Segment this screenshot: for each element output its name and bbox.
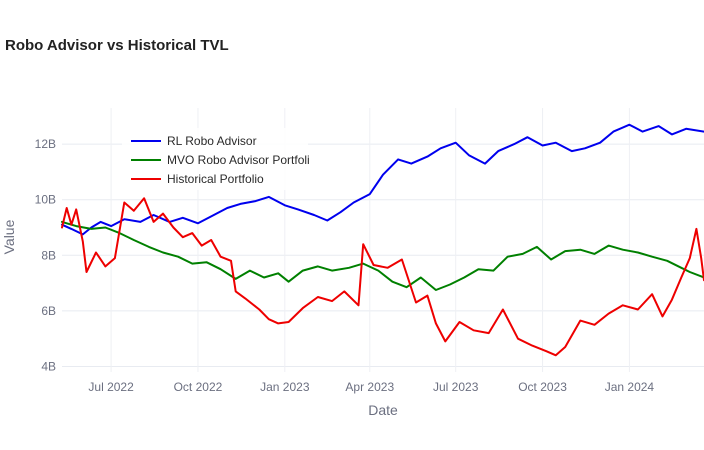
legend: RL Robo Advisor MVO Robo Advisor Portfoli… (122, 128, 310, 190)
gridlines (62, 108, 704, 372)
legend-label: MVO Robo Advisor Portfoli (167, 153, 310, 167)
x-tick-label: Jul 2022 (88, 380, 134, 394)
series-lines (61, 123, 704, 357)
y-tick-label: 10B (35, 193, 56, 207)
axes: 4B 6B 8B 10B 12B Jul 2022 Oct 2022 Jan 2023 Apr … (35, 137, 655, 394)
y-tick-label: 12B (35, 137, 56, 151)
x-tick-label: Jan 2024 (605, 380, 655, 394)
y-tick-label: 6B (41, 304, 56, 318)
x-tick-label: Jul 2023 (433, 380, 479, 394)
series-line-3 (61, 197, 704, 357)
series-line-1 (61, 123, 704, 236)
y-axis-title: Value (1, 219, 17, 254)
x-tick-label: Apr 2023 (345, 380, 394, 394)
y-tick-label: 8B (41, 248, 56, 262)
x-axis-title: Date (368, 402, 398, 418)
x-tick-label: Oct 2023 (518, 380, 567, 394)
series-line-2 (61, 220, 704, 291)
legend-label: RL Robo Advisor (167, 134, 257, 148)
legend-label: Historical Portfolio (167, 172, 264, 186)
x-tick-label: Jan 2023 (260, 380, 310, 394)
chart-title: Robo Advisor vs Historical TVL (5, 37, 229, 54)
x-tick-label: Oct 2022 (174, 380, 223, 394)
y-tick-label: 4B (41, 359, 56, 373)
